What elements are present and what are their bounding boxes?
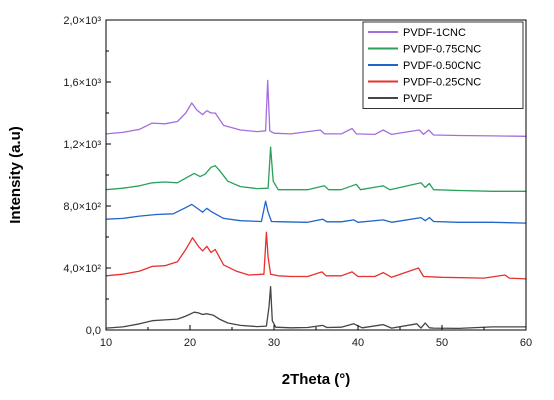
legend-label-pvdf-1cnc: PVDF-1CNC bbox=[403, 27, 466, 39]
x-tick-label: 30 bbox=[268, 337, 280, 349]
y-tick-label: 4,0×10² bbox=[63, 263, 101, 275]
series-line-pvdf-0-50cnc bbox=[105, 200, 527, 224]
y-tick-label: 0,0 bbox=[86, 325, 101, 337]
series-line-pvdf-0-25cnc bbox=[105, 231, 527, 280]
legend-label-pvdf-0-50cnc: PVDF-0.50CNC bbox=[403, 60, 481, 72]
x-tick-label: 20 bbox=[184, 337, 196, 349]
x-tick-label: 60 bbox=[520, 337, 532, 349]
series-line-pvdf bbox=[105, 285, 526, 330]
legend-label-pvdf-0-25cnc: PVDF-0.25CNC bbox=[403, 77, 481, 89]
axes-layer: 10 20 30 40 50 60 0,0 4,0×10² 8,0×10² 1,2×10³ 1,6×… bbox=[63, 15, 532, 349]
series-layer bbox=[105, 79, 527, 330]
y-tick-label: 2,0×10³ bbox=[63, 15, 101, 27]
y-axis-title: Intensity (a.u) bbox=[7, 126, 24, 224]
legend-label-pvdf-0-75cnc: PVDF-0.75CNC bbox=[403, 44, 481, 56]
legend: PVDF-1CNC PVDF-0.75CNC PVDF-0.50CNC PVDF-0.… bbox=[362, 21, 524, 109]
y-tick-label: 1,2×10³ bbox=[63, 139, 101, 151]
x-axis-title: 2Theta (°) bbox=[282, 371, 351, 388]
x-tick-label: 50 bbox=[436, 337, 448, 349]
y-tick-label: 8,0×10² bbox=[63, 201, 101, 213]
y-tick-label: 1,6×10³ bbox=[63, 77, 101, 89]
x-tick-label: 10 bbox=[100, 337, 112, 349]
series-line-pvdf-1cnc bbox=[105, 79, 527, 137]
legend-label-pvdf: PVDF bbox=[403, 93, 433, 105]
series-line-pvdf-0-75cnc bbox=[105, 146, 526, 192]
x-tick-label: 40 bbox=[352, 337, 364, 349]
